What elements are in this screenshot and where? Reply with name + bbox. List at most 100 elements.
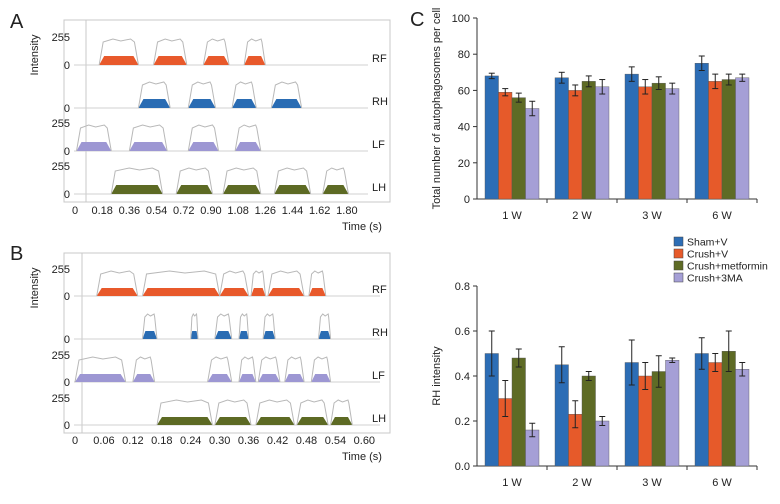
stance-segment-lh xyxy=(274,185,311,194)
x-tick-label: 0.30 xyxy=(209,435,230,447)
bar-crush-v xyxy=(638,86,653,200)
legend-label: Crush+metformin xyxy=(687,261,768,273)
track-label-lh: LH xyxy=(372,413,386,425)
x-tick-label: 0.18 xyxy=(91,205,112,217)
y-tick-label: 0 xyxy=(64,146,70,158)
y-tick-label: 255 xyxy=(52,32,70,44)
y-axis-label: Intensity xyxy=(29,267,41,308)
intensity-trace-rh xyxy=(318,313,332,340)
stance-segment-rf xyxy=(153,56,187,65)
intensity-trace-rf xyxy=(98,38,139,66)
stance-segment-rh xyxy=(271,99,302,108)
stance-segment-rh xyxy=(318,331,331,339)
intensity-trace-lf xyxy=(128,124,168,152)
bar-crush-3ma xyxy=(595,420,610,467)
intensity-trace-lh xyxy=(273,167,312,195)
y-tick-label: 0 xyxy=(64,291,70,303)
stance-segment-rf xyxy=(267,288,305,296)
y-tick-label: 0 xyxy=(64,60,70,72)
bar-sham-v xyxy=(624,73,639,200)
trace-frame xyxy=(63,252,391,434)
stance-segment-rh xyxy=(214,331,232,339)
intensity-trace-rf xyxy=(96,270,139,297)
stance-segment-rh xyxy=(142,331,157,339)
intensity-trace-rh xyxy=(190,312,199,340)
x-tick-label: 0.42 xyxy=(267,435,288,447)
intensity-trace-rh xyxy=(214,313,233,340)
y-tick-label: 255 xyxy=(52,264,70,276)
intensity-trace-lh xyxy=(330,399,353,426)
legend-swatch-crush-v xyxy=(673,248,684,259)
intensity-trace-rf xyxy=(153,38,188,66)
stance-segment-lh xyxy=(255,417,295,425)
y-axis-label: Intensity xyxy=(29,34,41,75)
y-axis-label: Total number of autophagosomes per cell xyxy=(431,8,443,210)
legend-swatch-sham-v xyxy=(673,236,684,247)
y-tick-label: 0 xyxy=(64,334,70,346)
bar-crush-v xyxy=(568,90,583,200)
panel-b-gait-traces: Intensity 255 0 RF 0 RH 255 0 LF 255 0 LH 0 0.06 0.12 0… xyxy=(29,252,391,463)
stance-segment-lf xyxy=(188,142,219,151)
stance-segment-rh xyxy=(190,331,198,339)
bar-crush-metformin xyxy=(581,81,596,200)
intensity-trace-lh xyxy=(214,399,252,426)
stance-segment-lf xyxy=(207,374,232,382)
track-label-rf: RF xyxy=(372,284,387,296)
stance-segment-lh xyxy=(176,185,213,194)
stance-segment-lh xyxy=(111,185,163,194)
stance-segment-lf xyxy=(129,142,168,151)
x-tick-label: 0.36 xyxy=(119,205,140,217)
bar-crush-metformin xyxy=(511,357,526,467)
stance-segment-rf xyxy=(99,56,139,65)
x-tick-label: 0.12 xyxy=(122,435,143,447)
intensity-trace-lf xyxy=(310,356,332,383)
intensity-trace-lf xyxy=(238,356,257,383)
y-tick-label: 255 xyxy=(52,393,70,405)
stance-segment-lf xyxy=(76,142,112,151)
y-tick-label: 0 xyxy=(464,194,470,206)
stance-segment-lf xyxy=(238,374,256,382)
x-tick-label: 6 W xyxy=(712,477,732,489)
y-axis-label: RH intensity xyxy=(431,346,443,406)
stance-segment-lh xyxy=(296,417,329,425)
x-tick-label: 1.62 xyxy=(309,205,330,217)
intensity-trace-lf xyxy=(234,124,262,152)
y-tick-label: 100 xyxy=(452,13,470,25)
x-tick-label: 1 W xyxy=(502,210,522,222)
stance-segment-lf xyxy=(311,374,331,382)
x-tick-label: 0.48 xyxy=(296,435,317,447)
intensity-trace-rf xyxy=(267,270,305,297)
intensity-trace-lh xyxy=(255,399,295,426)
x-tick-label: 1.26 xyxy=(255,205,276,217)
stance-segment-lh xyxy=(223,185,261,194)
stance-segment-rf xyxy=(308,288,326,296)
bar-crush-v xyxy=(498,92,513,200)
stance-segment-rf xyxy=(219,288,249,296)
panel-c-autophagosome-chart: 0 20 40 60 80 100 Total number of autophagosom… xyxy=(431,8,758,222)
intensity-trace-lh xyxy=(156,399,213,426)
intensity-trace-rf xyxy=(219,270,250,297)
intensity-trace-rh xyxy=(137,81,171,109)
bar-sham-v xyxy=(694,353,709,467)
bar-crush-v xyxy=(708,81,723,200)
intensity-trace-lh xyxy=(222,167,262,195)
intensity-trace-rh xyxy=(231,81,257,109)
x-tick-label: 0.72 xyxy=(173,205,194,217)
x-tick-label: 0.36 xyxy=(238,435,259,447)
stance-segment-lf xyxy=(75,374,126,382)
bar-crush-3ma xyxy=(525,108,540,200)
track-label-rh: RH xyxy=(372,96,388,108)
panel-label-b: B xyxy=(10,243,23,265)
legend-label: Sham+V xyxy=(687,237,728,249)
track-label-rh: RH xyxy=(372,327,388,339)
intensity-trace-lf xyxy=(207,356,233,383)
intensity-trace-lh xyxy=(175,167,213,195)
intensity-trace-rh xyxy=(187,81,216,109)
x-tick-label: 0.24 xyxy=(180,435,201,447)
legend-swatch-crush-3ma xyxy=(673,272,684,283)
intensity-trace-lf xyxy=(257,356,281,383)
stance-segment-rh xyxy=(138,99,171,108)
bar-crush-3ma xyxy=(665,88,680,200)
intensity-trace-rf xyxy=(243,38,266,66)
